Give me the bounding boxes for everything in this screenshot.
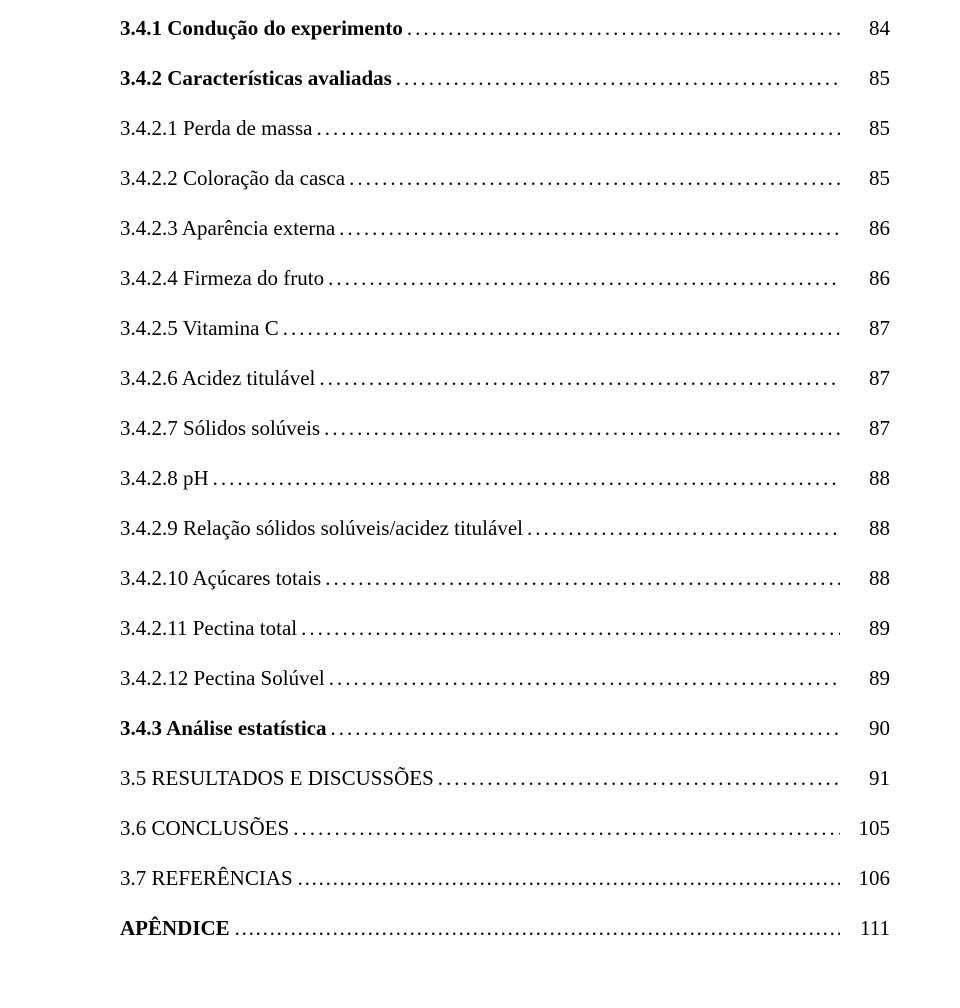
- toc-entry-page: 88: [840, 568, 890, 589]
- toc-entry: 3.6 CONCLUSÕES..........................…: [120, 818, 890, 839]
- toc-entry-page: 85: [840, 68, 890, 89]
- toc-entry-page: 86: [840, 218, 890, 239]
- toc-entry: 3.4.2.8 pH..............................…: [120, 468, 890, 489]
- toc-entry-page: 89: [840, 618, 890, 639]
- toc-entry-page: 89: [840, 668, 890, 689]
- toc-entry-label: 3.4.2.2 Coloração da casca: [120, 168, 345, 189]
- toc-leader: ........................................…: [297, 618, 840, 639]
- toc-entry: 3.4.2 Características avaliadas.........…: [120, 68, 890, 89]
- toc-entry-page: 87: [840, 418, 890, 439]
- toc-entry-label: 3.5 RESULTADOS E DISCUSSÕES: [120, 768, 434, 789]
- toc-entry: 3.4.2.4 Firmeza do fruto................…: [120, 268, 890, 289]
- toc-entry-page: 106: [840, 868, 890, 889]
- toc-entry-label: 3.4.2.4 Firmeza do fruto: [120, 268, 324, 289]
- toc-entry: 3.4.2.6 Acidez titulável................…: [120, 368, 890, 389]
- toc-leader: ........................................…: [325, 668, 840, 689]
- toc-leader: ........................................…: [315, 368, 840, 389]
- toc-entry-page: 87: [840, 318, 890, 339]
- toc-leader: ........................................…: [279, 318, 840, 339]
- toc-leader: ........................................…: [320, 418, 840, 439]
- toc-entry-page: 91: [840, 768, 890, 789]
- toc-leader: ……………………………………………………………………………………………………………: [230, 918, 840, 939]
- toc-entry: APÊNDICE………………………………………………………………………………………: [120, 918, 890, 939]
- toc-list: 3.4.1 Condução do experimento...........…: [120, 18, 890, 939]
- toc-leader: ........................................…: [321, 568, 840, 589]
- toc-entry-label: 3.4.2.9 Relação sólidos solúveis/acidez …: [120, 518, 523, 539]
- toc-entry-label: 3.4.2.6 Acidez titulável: [120, 368, 315, 389]
- toc-entry: 3.7 REFERÊNCIAS……………………………………………………………………: [120, 868, 890, 889]
- toc-entry: 3.4.2.12 Pectina Solúvel................…: [120, 668, 890, 689]
- toc-leader: ........................................…: [335, 218, 840, 239]
- toc-entry: 3.4.2.5 Vitamina C......................…: [120, 318, 890, 339]
- toc-leader: ........................................…: [289, 818, 840, 839]
- toc-entry-label: 3.4.2.11 Pectina total: [120, 618, 297, 639]
- toc-entry-page: 85: [840, 168, 890, 189]
- toc-leader: ........................................…: [324, 268, 840, 289]
- toc-entry-label: 3.4.2.3 Aparência externa: [120, 218, 335, 239]
- toc-entry-page: 84: [840, 18, 890, 39]
- toc-leader: ........................................…: [312, 118, 840, 139]
- toc-entry-label: 3.4.2.10 Açúcares totais: [120, 568, 321, 589]
- toc-leader: ……………………………………………………………………………………………………………: [293, 868, 840, 889]
- toc-entry-page: 111: [840, 918, 890, 939]
- toc-entry-page: 87: [840, 368, 890, 389]
- toc-leader: ........................................…: [326, 718, 840, 739]
- toc-entry-label: APÊNDICE: [120, 918, 230, 939]
- toc-leader: ........................................…: [523, 518, 840, 539]
- toc-entry-label: 3.4.2.1 Perda de massa: [120, 118, 312, 139]
- toc-leader: ........................................…: [434, 768, 840, 789]
- toc-entry-label: 3.4.2 Características avaliadas: [120, 68, 392, 89]
- toc-entry: 3.4.2.1 Perda de massa..................…: [120, 118, 890, 139]
- toc-entry-label: 3.4.1 Condução do experimento: [120, 18, 403, 39]
- toc-leader: ........................................…: [403, 18, 840, 39]
- toc-entry: 3.5 RESULTADOS E DISCUSSÕES.............…: [120, 768, 890, 789]
- toc-entry-label: 3.7 REFERÊNCIAS: [120, 868, 293, 889]
- toc-entry-page: 86: [840, 268, 890, 289]
- toc-entry-label: 3.4.2.8 pH: [120, 468, 209, 489]
- toc-entry: 3.4.2.11 Pectina total..................…: [120, 618, 890, 639]
- toc-leader: ........................................…: [392, 68, 840, 89]
- toc-entry: 3.4.2.3 Aparência externa...............…: [120, 218, 890, 239]
- toc-page: 3.4.1 Condução do experimento...........…: [0, 0, 960, 1008]
- toc-entry-label: 3.4.2.7 Sólidos solúveis: [120, 418, 320, 439]
- toc-entry-label: 3.6 CONCLUSÕES: [120, 818, 289, 839]
- toc-entry-label: 3.4.3 Análise estatística: [120, 718, 326, 739]
- toc-entry: 3.4.2.7 Sólidos solúveis................…: [120, 418, 890, 439]
- toc-entry-page: 88: [840, 468, 890, 489]
- toc-leader: ........................................…: [209, 468, 840, 489]
- toc-entry: 3.4.1 Condução do experimento...........…: [120, 18, 890, 39]
- toc-entry: 3.4.2.2 Coloração da casca..............…: [120, 168, 890, 189]
- toc-entry: 3.4.2.9 Relação sólidos solúveis/acidez …: [120, 518, 890, 539]
- toc-entry-page: 90: [840, 718, 890, 739]
- toc-entry-label: 3.4.2.5 Vitamina C: [120, 318, 279, 339]
- toc-entry: 3.4.2.10 Açúcares totais................…: [120, 568, 890, 589]
- toc-leader: ........................................…: [345, 168, 840, 189]
- toc-entry-page: 105: [840, 818, 890, 839]
- toc-entry: 3.4.3 Análise estatística...............…: [120, 718, 890, 739]
- toc-entry-page: 88: [840, 518, 890, 539]
- toc-entry-page: 85: [840, 118, 890, 139]
- toc-entry-label: 3.4.2.12 Pectina Solúvel: [120, 668, 325, 689]
